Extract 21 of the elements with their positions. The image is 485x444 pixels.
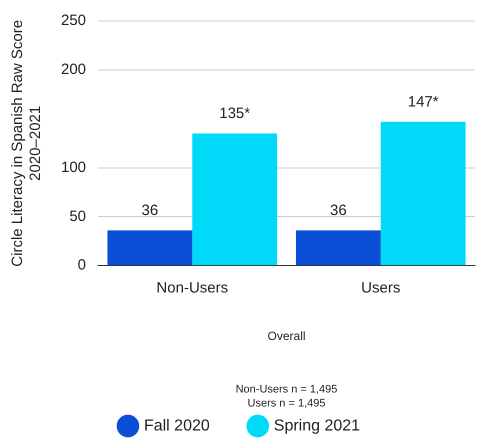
y-axis-title: Circle Literacy in Spanish Raw Score 2020–2021 — [9, 20, 44, 267]
y-tick-label: 50 — [69, 208, 86, 225]
x-tick-label: Non-Users — [156, 280, 228, 297]
data-label: 36 — [330, 202, 347, 220]
data-label: 135* — [219, 105, 250, 122]
bar — [380, 122, 466, 266]
bar — [107, 230, 192, 266]
x-axis-title: Overall — [268, 329, 306, 344]
y-tick-label: 200 — [60, 61, 86, 78]
x-tick-label: Users — [361, 280, 400, 297]
text: Users n = 1,495 — [248, 398, 326, 410]
legend-label: Spring 2021 — [274, 417, 360, 434]
legend-label: Fall 2020 — [144, 417, 210, 434]
data-label: 36 — [142, 202, 158, 220]
y-tick-label: 0 — [78, 256, 86, 274]
text: Non-Users n = 1,495 — [236, 384, 338, 396]
bar — [192, 134, 278, 266]
y-tick-label: 250 — [60, 12, 86, 30]
data-label: 147* — [408, 93, 439, 110]
bar — [296, 230, 381, 266]
y-tick-label: 100 — [60, 158, 86, 176]
